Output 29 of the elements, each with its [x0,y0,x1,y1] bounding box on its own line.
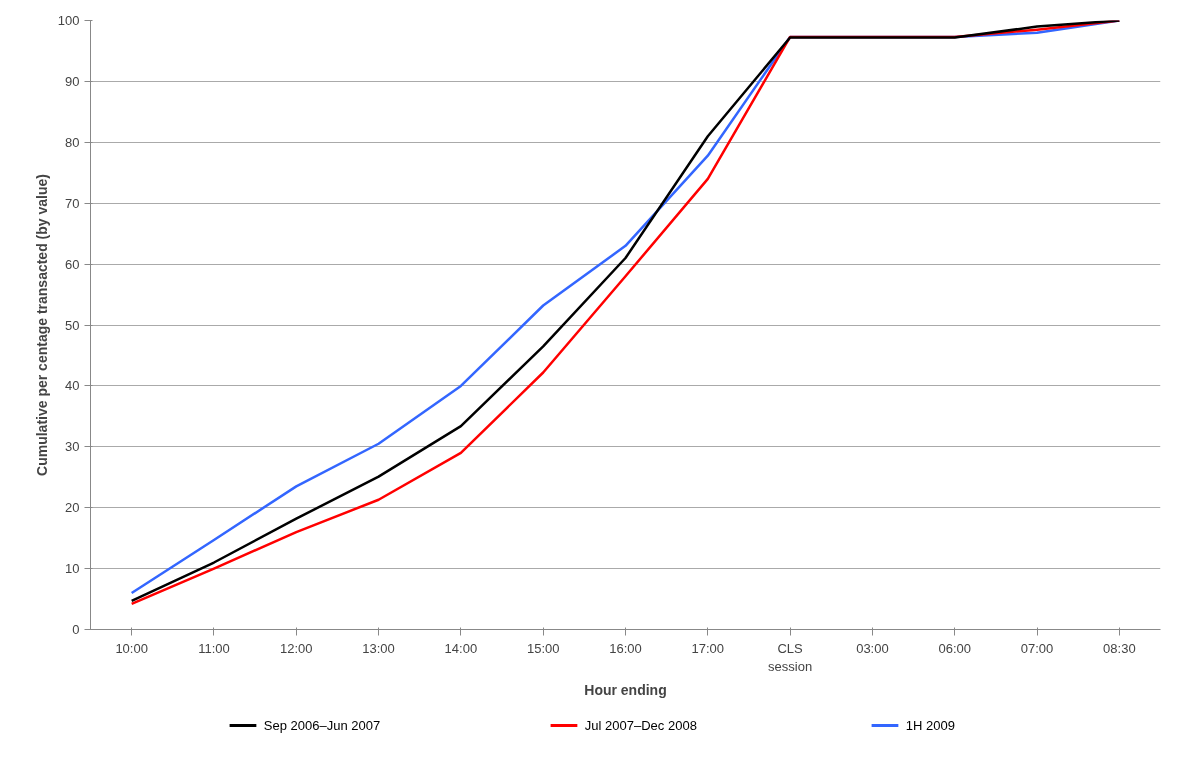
x-tick-label: 15:00 [526,640,560,656]
x-tick-label: 14:00 [444,640,478,656]
legend-label: 1H 2009 [905,718,955,733]
y-axis-title: Cumulative per centage transacted (by value) [33,174,50,476]
x-tick-label: 16:00 [609,640,642,656]
x-tick-label: 10:00 [115,640,148,656]
y-tick-label: 50 [65,317,80,333]
legend-label: Jul 2007–Dec 2008 [584,718,697,733]
x-tick-label: 13:00 [362,640,395,656]
y-tick-label: 80 [65,134,80,150]
y-tick-label: 100 [57,13,80,28]
x-tick-label: 11:00 [198,640,230,656]
x-tick-label: 08:30 [1103,640,1136,656]
y-tick-label: 60 [65,256,80,272]
y-tick-label: 30 [65,439,80,455]
x-tick-label: 12:00 [280,640,313,656]
legend-label: Sep 2006–Jun 2007 [263,718,381,733]
x-tick-label: CLS session [768,640,813,674]
y-tick-label: 40 [65,378,80,394]
x-tick-label: 06:00 [938,640,972,656]
y-tick-label: 90 [65,73,80,89]
x-tick-label: 07:00 [1020,640,1054,656]
x-tick-label: 03:00 [856,640,889,656]
y-tick-label: 20 [65,500,80,516]
y-tick-label: 70 [65,195,80,211]
y-tick-label: 10 [65,561,80,577]
x-tick-label: 17:00 [691,640,725,656]
x-axis-title: Hour ending [584,681,667,698]
y-tick-label: 0 [72,622,80,637]
